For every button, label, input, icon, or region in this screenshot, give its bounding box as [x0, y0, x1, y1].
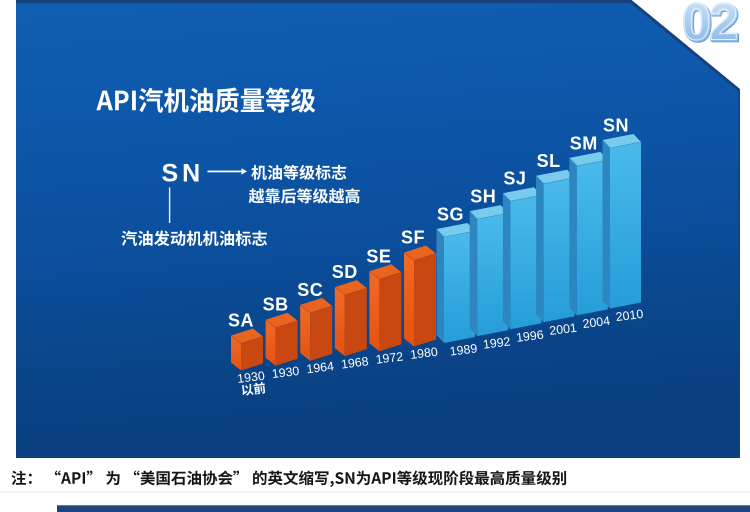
svg-text:1930: 1930 [236, 369, 265, 386]
svg-text:SG: SG [437, 204, 464, 224]
svg-text:02: 02 [682, 0, 737, 51]
svg-text:2001: 2001 [549, 321, 578, 338]
svg-text:SF: SF [401, 228, 425, 248]
svg-text:SM: SM [570, 133, 598, 153]
svg-text:SJ: SJ [503, 169, 526, 189]
svg-text:SL: SL [537, 151, 561, 171]
svg-text:SE: SE [366, 246, 391, 266]
svg-text:SN: SN [162, 160, 205, 188]
svg-text:SB: SB [263, 295, 289, 315]
svg-text:SD: SD [332, 262, 358, 282]
svg-text:1972: 1972 [375, 349, 404, 366]
svg-text:02: 02 [684, 0, 739, 53]
svg-text:SC: SC [297, 280, 323, 300]
svg-text:1964: 1964 [306, 359, 335, 376]
svg-text:1968: 1968 [340, 354, 369, 371]
svg-text:SN: SN [603, 115, 629, 135]
svg-text:02: 02 [683, 0, 738, 52]
svg-text:1980: 1980 [409, 345, 438, 362]
svg-text:SA: SA [228, 311, 254, 331]
svg-text:2004: 2004 [582, 314, 611, 331]
svg-text:SH: SH [470, 187, 496, 207]
svg-text:1989: 1989 [449, 341, 478, 358]
svg-text:1996: 1996 [515, 328, 544, 345]
svg-text:1930: 1930 [271, 364, 300, 381]
svg-text:2010: 2010 [615, 307, 644, 324]
svg-text:1992: 1992 [482, 334, 511, 351]
